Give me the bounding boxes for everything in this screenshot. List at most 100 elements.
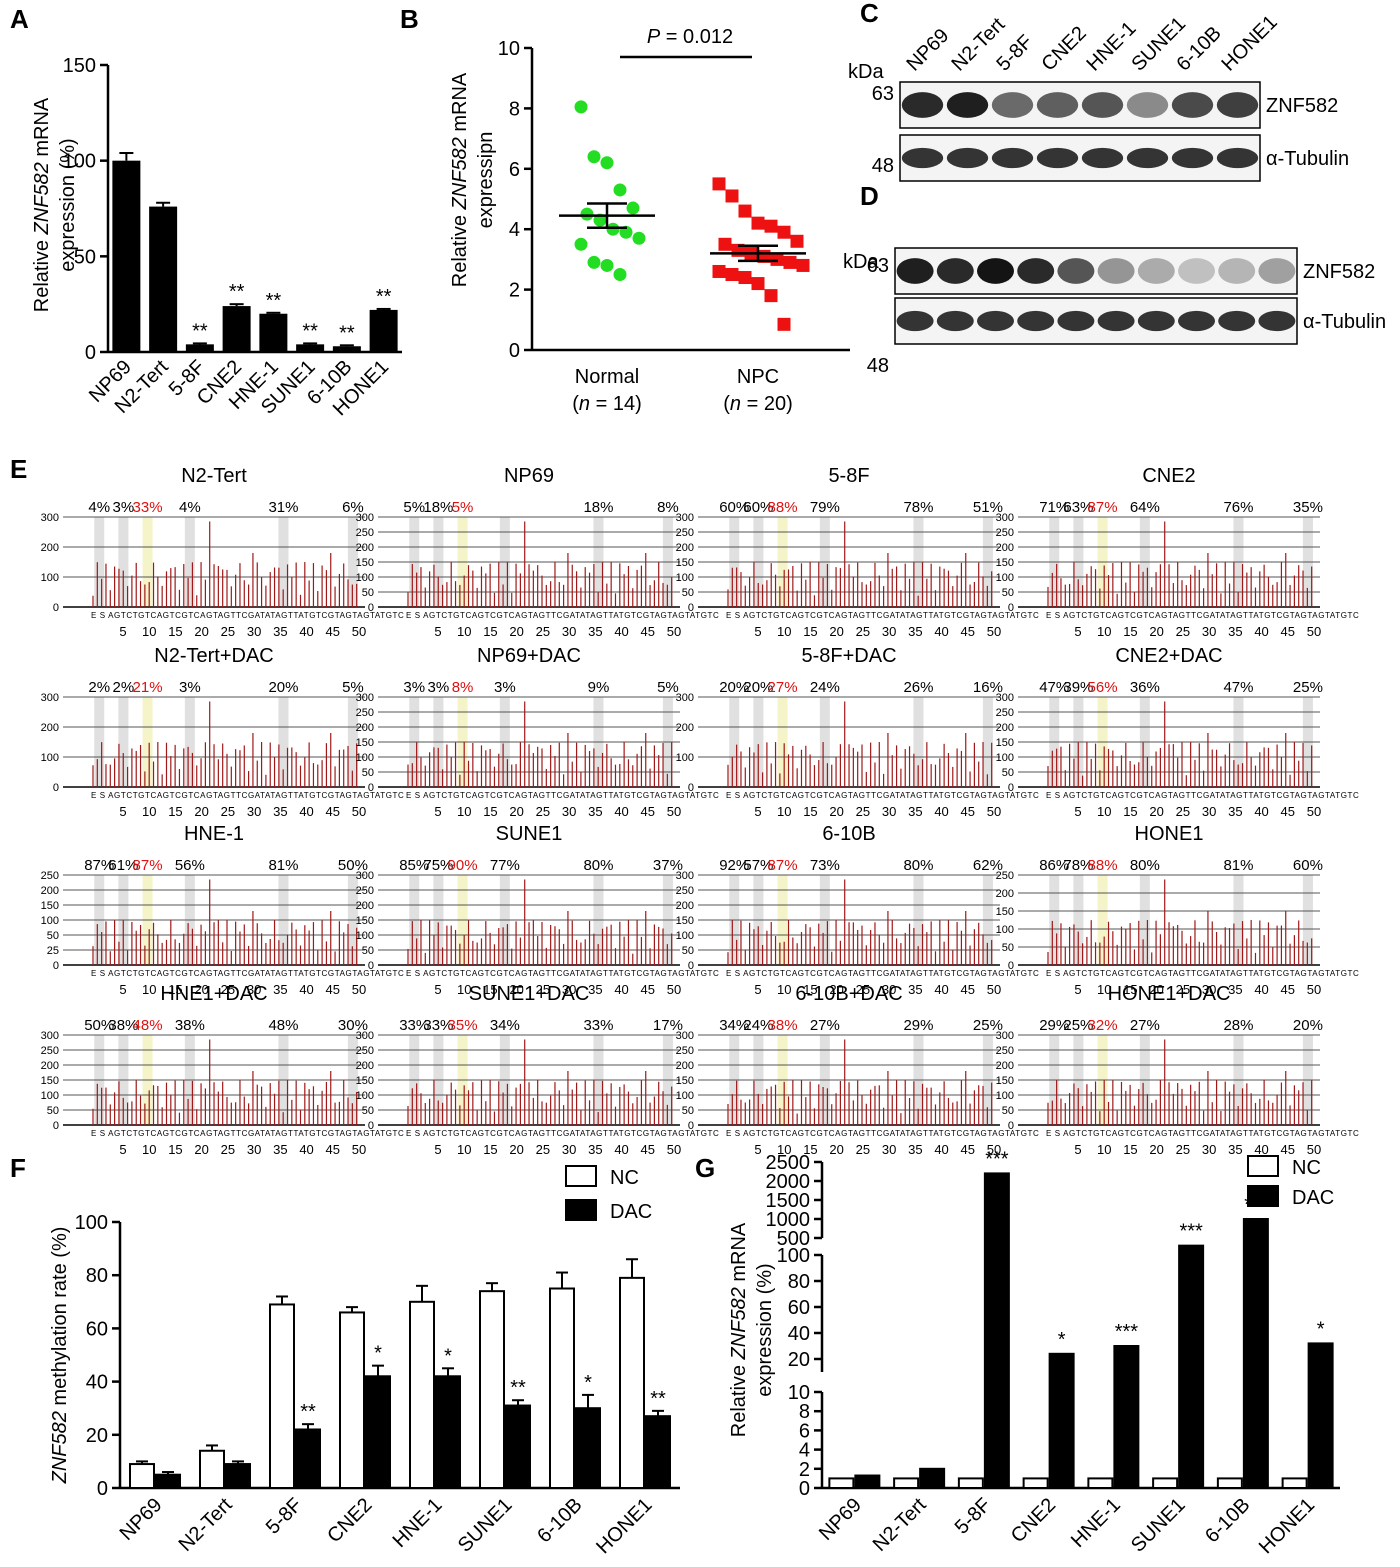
x-tick-label: N2-Tert	[175, 1494, 237, 1556]
pyrogram-ytick: 300	[356, 512, 374, 524]
pyrogram-ytick: 300	[996, 512, 1014, 524]
pyrogram-title: 6-10B	[822, 823, 875, 845]
pyrogram-xtick: 40	[934, 1142, 948, 1157]
dispensation-sequence: E S AGTCTGTCAGTCGTCAGTAGTTCGATATAGTTATGT…	[91, 1129, 404, 1138]
bar	[296, 344, 325, 352]
dispensation-sequence: E S AGTCTGTCAGTCGTCAGTAGTTCGATATAGTTATGT…	[406, 969, 719, 978]
cpg-methylation-percent: 24%	[810, 679, 840, 696]
pyrogram-ytick: 100	[356, 572, 374, 584]
cpg-methylation-percent: 73%	[810, 857, 840, 874]
y-tick-label: 500	[777, 1228, 810, 1250]
pyrogram-xtick: 25	[536, 982, 550, 997]
data-point	[587, 150, 601, 164]
marker-label: 63	[867, 255, 889, 277]
pyrogram-xtick: 5	[119, 1142, 126, 1157]
cpg-methylation-percent: 25%	[1063, 1017, 1093, 1034]
pyrogram-xtick: 45	[326, 982, 340, 997]
pyrogram-xtick: 30	[247, 804, 261, 819]
pyrogram-xtick: 35	[273, 624, 287, 639]
pyrogram-xtick: 25	[1176, 624, 1190, 639]
panel-a-yticks: 0 50 100 150	[63, 55, 402, 364]
pyrogram-xtick: 45	[1281, 804, 1295, 819]
pyrogram-xtick: 40	[614, 624, 628, 639]
pyrogram-xtick: 35	[588, 804, 602, 819]
y-tick-label: 50	[74, 246, 96, 268]
cpg-methylation-percent: 78%	[1063, 857, 1093, 874]
blot-band	[1137, 258, 1175, 284]
data-point	[725, 189, 739, 203]
bar	[983, 1172, 1010, 1490]
pyrogram-title: N2-Tert+DAC	[154, 645, 273, 667]
cpg-highlight	[1049, 875, 1060, 965]
x-tick-label: NP69	[116, 1494, 167, 1545]
cpg-highlight	[184, 697, 195, 787]
pyrogram-xtick: 45	[1281, 1142, 1295, 1157]
y-tick-label: 80	[788, 1271, 810, 1293]
pyrogram-xtick: 45	[326, 804, 340, 819]
data-point	[777, 225, 791, 239]
cpg-methylation-percent: 28%	[1223, 1017, 1253, 1034]
pyrogram-xtick: 35	[908, 624, 922, 639]
pyrogram-ytick: 50	[682, 587, 694, 599]
band-label: α-Tubulin	[1266, 148, 1349, 170]
blot-band	[896, 258, 934, 284]
pyrogram-xtick: 15	[1123, 624, 1137, 639]
pyrogram-xtick: 5	[434, 624, 441, 639]
pyrogram-xtick: 45	[326, 624, 340, 639]
cpg-highlight	[1139, 875, 1150, 965]
pyrogram-xtick: 35	[273, 982, 287, 997]
cpg-methylation-percent: 33%	[423, 1017, 453, 1034]
band-label: ZNF582	[1303, 261, 1375, 283]
pyrogram-xtick: 45	[641, 804, 655, 819]
pyrogram-ytick: 300	[996, 1030, 1014, 1042]
blot-band	[1137, 310, 1175, 332]
pyrogram-ytick: 150	[356, 1075, 374, 1087]
x-tick-label: CNE2	[323, 1494, 376, 1547]
pyrogram-xtick: 30	[882, 624, 896, 639]
pyrogram-title: N2-Tert	[181, 465, 247, 487]
cpg-methylation-percent: 60%	[1293, 857, 1323, 874]
y-tick-label: 6	[799, 1420, 810, 1442]
cpg-methylation-percent: 20%	[719, 679, 749, 696]
data-point	[619, 225, 633, 239]
pyrogram-ytick: 0	[688, 602, 694, 614]
pyrogram-ytick: 100	[676, 930, 694, 942]
bar	[1087, 1477, 1114, 1490]
data-point	[777, 317, 791, 331]
pyrogram-xtick: 10	[457, 804, 471, 819]
pyrogram-xtick: 10	[142, 982, 156, 997]
data-point	[783, 255, 797, 269]
data-point	[738, 271, 752, 285]
data-point	[718, 237, 732, 251]
pyrogram-ytick: 300	[356, 692, 374, 704]
panel-letter-e: E	[10, 454, 27, 484]
pyrogram-xtick: 25	[856, 1142, 870, 1157]
pyrogram-ytick: 300	[996, 692, 1014, 704]
data-point	[790, 234, 804, 248]
data-point	[796, 258, 810, 272]
bar	[155, 1473, 181, 1489]
pyrogram-ytick: 200	[996, 888, 1014, 900]
pyrogram-xtick: 10	[777, 982, 791, 997]
pyrogram-ytick: 200	[41, 1060, 59, 1072]
pyrogram-xtick: 50	[987, 804, 1001, 819]
pyrogram-xtick: 15	[803, 982, 817, 997]
pyrogram-ytick: 100	[996, 1090, 1014, 1102]
pyrogram-ytick: 250	[996, 1045, 1014, 1057]
pyrogram-xtick: 15	[1123, 804, 1137, 819]
significance-marker: **	[192, 320, 208, 342]
pyrogram-ytick: 200	[996, 542, 1014, 554]
significance-marker: **	[650, 1388, 666, 1410]
cpg-methylation-percent: 86%	[1039, 857, 1069, 874]
pyrogram-xtick: 20	[194, 982, 208, 997]
cpg-methylation-percent: 33%	[133, 499, 163, 516]
pyrogram-ytick: 250	[676, 1045, 694, 1057]
legend-swatch-dac	[565, 1199, 597, 1221]
dispensation-sequence: E S AGTCTGTCAGTCGTCAGTAGTTCGATATAGTTATGT…	[406, 791, 719, 800]
data-point	[613, 183, 627, 197]
pyrogram-xtick: 30	[1202, 1142, 1216, 1157]
y-tick-label: 60	[788, 1297, 810, 1319]
